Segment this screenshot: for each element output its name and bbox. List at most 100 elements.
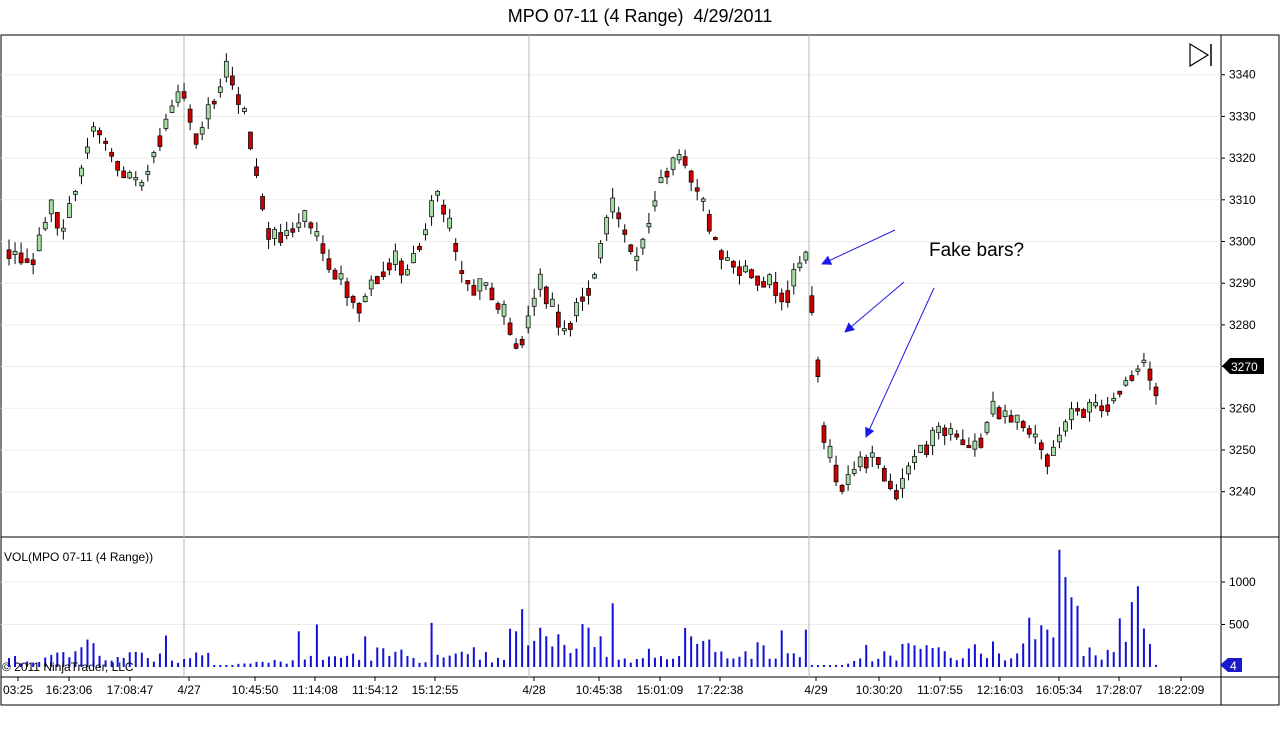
price-tick-label: 3300 xyxy=(1229,235,1256,249)
candlestick xyxy=(260,193,265,212)
volume-tick-label: 500 xyxy=(1229,618,1249,632)
candlestick xyxy=(1141,352,1147,367)
price-tick-label: 3330 xyxy=(1229,109,1256,123)
candlestick xyxy=(924,440,929,458)
candlestick xyxy=(67,195,72,219)
copyright-text: © 2011 NinjaTrader, LLC xyxy=(2,660,134,674)
candlestick xyxy=(79,164,84,185)
candlestick xyxy=(725,250,730,261)
candlestick xyxy=(972,433,978,457)
candlestick xyxy=(670,156,676,176)
candlestick xyxy=(797,256,803,272)
candlestick xyxy=(272,226,277,246)
candlestick xyxy=(833,455,839,487)
candlestick xyxy=(1057,427,1062,449)
candlestick xyxy=(1081,407,1086,418)
price-tick-label: 3290 xyxy=(1229,276,1256,290)
candlestick xyxy=(242,106,247,115)
candlestick xyxy=(978,433,984,449)
candlestick xyxy=(1093,393,1098,409)
candlestick xyxy=(1135,364,1141,376)
candlestick xyxy=(139,179,145,191)
candlestick xyxy=(706,209,712,235)
candlestick xyxy=(302,209,308,228)
candlestick xyxy=(362,293,368,303)
candlestick xyxy=(863,454,869,474)
candlestick xyxy=(628,243,634,255)
candlestick xyxy=(24,248,30,264)
candlestick xyxy=(549,292,555,307)
candlestick xyxy=(749,268,754,279)
candlestick xyxy=(127,170,133,180)
candlestick xyxy=(954,429,960,441)
annotation-arrow-2 xyxy=(844,281,905,333)
candlestick xyxy=(169,99,175,114)
scroll-to-end-button[interactable] xyxy=(1189,42,1212,68)
candlestick xyxy=(803,250,809,264)
candlestick xyxy=(761,276,766,288)
candlestick xyxy=(791,263,797,295)
candlestick xyxy=(869,445,875,468)
candlestick xyxy=(773,271,779,304)
time-tick-label: 15:01:09 xyxy=(637,683,684,697)
candlestick xyxy=(211,98,217,110)
candlestick xyxy=(278,223,284,246)
candlestick xyxy=(103,137,108,151)
candlestick xyxy=(930,427,935,456)
volume-axis: 500 1000 xyxy=(1221,575,1256,632)
candlestick xyxy=(888,473,893,491)
volume-bars xyxy=(8,549,1157,667)
candlestick xyxy=(405,264,410,276)
candlestick xyxy=(574,297,579,323)
candlestick xyxy=(936,422,942,440)
candlestick xyxy=(513,338,519,350)
chart-title: MPO 07-11 (4 Range) 4/29/2011 xyxy=(507,6,773,26)
candlestick xyxy=(1087,399,1092,422)
candlestick xyxy=(1153,382,1159,405)
candlestick xyxy=(386,258,392,276)
candlestick xyxy=(1026,425,1032,439)
candlestick xyxy=(54,212,60,236)
time-tick-label: 12:16:03 xyxy=(977,683,1024,697)
candlestick xyxy=(199,121,205,141)
time-tick-label: 17:28:07 xyxy=(1096,683,1143,697)
candlestick xyxy=(881,465,887,482)
candlestick xyxy=(489,282,495,301)
candlestick xyxy=(393,243,398,271)
candlestick xyxy=(217,78,223,98)
candlestick xyxy=(1032,424,1038,444)
candlestick xyxy=(537,268,543,297)
candlestick xyxy=(737,260,742,285)
candlestick xyxy=(851,461,857,477)
candlestick xyxy=(187,104,193,131)
candlestick xyxy=(477,278,483,300)
candlestick xyxy=(30,252,36,275)
candlestick xyxy=(157,127,163,152)
candlestick xyxy=(1069,401,1074,430)
candlestick xyxy=(12,242,18,265)
candlestick xyxy=(344,277,350,307)
candlestick xyxy=(290,222,296,238)
candlestick xyxy=(543,285,549,309)
candlestick xyxy=(743,260,748,274)
candlestick xyxy=(942,424,948,446)
time-tick-label: 11:07:55 xyxy=(917,683,963,697)
candlestick xyxy=(411,245,416,264)
candlestick xyxy=(465,279,471,292)
annotation-arrows xyxy=(821,229,935,438)
last-volume-value: 4 xyxy=(1230,659,1237,673)
candlestick xyxy=(960,429,966,446)
candlestick xyxy=(6,239,12,266)
candlestick xyxy=(115,160,121,177)
candlestick xyxy=(785,280,791,308)
volume-tick-label: 1000 xyxy=(1229,575,1256,589)
price-tick-label: 3320 xyxy=(1229,151,1256,165)
candlestick xyxy=(718,248,724,270)
price-tick-label: 3250 xyxy=(1229,443,1256,457)
candlestick xyxy=(133,171,139,187)
candlestick xyxy=(604,214,609,242)
volume-panel-label: VOL(MPO 07-11 (4 Range)) xyxy=(4,550,153,564)
candlestick xyxy=(356,302,362,322)
candlestick xyxy=(592,272,597,280)
